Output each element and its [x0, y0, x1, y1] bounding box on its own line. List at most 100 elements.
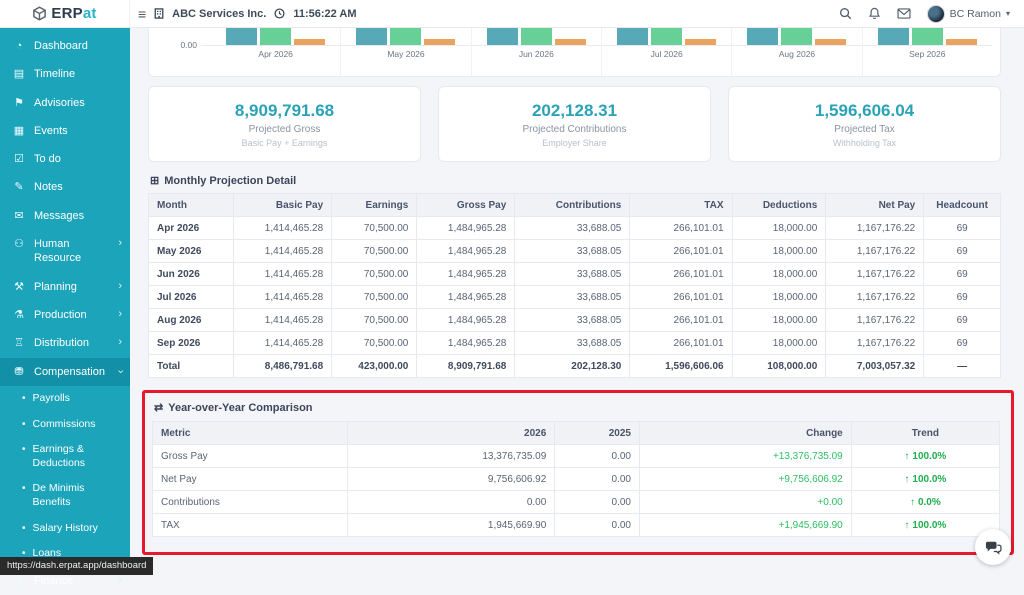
chat-button[interactable]: [975, 529, 1011, 565]
chevron-down-icon: ▾: [1006, 9, 1010, 18]
sidebar-item-todo[interactable]: ☑ To do: [0, 145, 130, 173]
sidebar-item-distribution[interactable]: ♖ Distribution ›: [0, 329, 130, 357]
sidebar-item-events[interactable]: ▦ Events: [0, 117, 130, 145]
cell-deductions: 18,000.00: [732, 309, 826, 332]
sidebar-subitem-label: Payrolls: [33, 392, 70, 406]
user-menu[interactable]: BC Ramon ▾: [927, 5, 1010, 23]
bar-series3[interactable]: [555, 39, 586, 45]
bar-series3[interactable]: [815, 39, 846, 45]
bar-series3[interactable]: [294, 39, 325, 45]
table-row: TAX 1,945,669.90 0.00 +1,945,669.90 ↑100…: [153, 514, 1000, 537]
bullet-icon: •: [22, 482, 26, 495]
table-row: Net Pay 9,756,606.92 0.00 +9,756,606.92 …: [153, 468, 1000, 491]
cell-basic-pay: 1,414,465.28: [234, 217, 332, 240]
col-header-2026[interactable]: 2026: [347, 422, 555, 445]
cell-metric: Net Pay: [153, 468, 348, 491]
bullet-icon: •: [22, 522, 26, 535]
cell-net-pay: 1,167,176.22: [826, 309, 924, 332]
cell-deductions: 18,000.00: [732, 286, 826, 309]
col-header-deductions[interactable]: Deductions: [732, 194, 826, 217]
bullet-icon: •: [22, 418, 26, 431]
bar-series1[interactable]: [878, 28, 909, 45]
bar-series1[interactable]: [226, 28, 257, 45]
sidebar-item-label: Finance: [34, 574, 110, 588]
bar-series3[interactable]: [685, 39, 716, 45]
sidebar-subitem-salary-history[interactable]: • Salary History: [0, 516, 130, 542]
cell-gross-pay: 1,484,965.28: [417, 263, 515, 286]
bar-series2[interactable]: [912, 28, 943, 45]
cell-tax: 266,101.01: [630, 309, 732, 332]
cell-headcount: 69: [924, 286, 1001, 309]
cell-deductions: 18,000.00: [732, 240, 826, 263]
col-header-net-pay[interactable]: Net Pay: [826, 194, 924, 217]
bar-group-aug: Aug 2026: [731, 28, 861, 76]
cell-month: Apr 2026: [149, 217, 234, 240]
bar-series1[interactable]: [487, 28, 518, 45]
table-header-row: Month Basic Pay Earnings Gross Pay Contr…: [149, 194, 1001, 217]
search-icon[interactable]: [839, 7, 852, 20]
sidebar-subitem-earnings-deductions[interactable]: • Earnings & Deductions: [0, 437, 130, 476]
sidebar-item-messages[interactable]: ✉ Messages: [0, 202, 130, 230]
col-header-month[interactable]: Month: [149, 194, 234, 217]
card-sublabel: Withholding Tax: [833, 138, 896, 148]
sidebar-item-timeline[interactable]: ▤ Timeline: [0, 60, 130, 88]
sidebar-item-human-resource[interactable]: ⚇ Human Resource ›: [0, 230, 130, 273]
bar-series2[interactable]: [390, 28, 421, 45]
sidebar-item-compensation[interactable]: ⛃ Compensation ›: [0, 358, 130, 386]
col-header-basic-pay[interactable]: Basic Pay: [234, 194, 332, 217]
bar-series2[interactable]: [781, 28, 812, 45]
col-header-trend[interactable]: Trend: [851, 422, 999, 445]
yoy-table: Metric 2026 2025 Change Trend Gross Pay …: [152, 421, 1000, 537]
bar-series1[interactable]: [617, 28, 648, 45]
bar-group-may: May 2026: [340, 28, 470, 76]
x-axis-label: Apr 2026: [211, 49, 340, 59]
col-header-earnings[interactable]: Earnings: [332, 194, 417, 217]
sidebar-subitem-payrolls[interactable]: • Payrolls: [0, 386, 130, 412]
col-header-2025[interactable]: 2025: [555, 422, 640, 445]
notifications-bell-icon[interactable]: [868, 7, 881, 20]
sidebar-subitem-commissions[interactable]: • Commissions: [0, 412, 130, 438]
cell-earnings: 70,500.00: [332, 286, 417, 309]
sidebar-subitem-label: Commissions: [33, 418, 96, 432]
company-name[interactable]: ABC Services Inc.: [172, 8, 266, 20]
x-axis-label: May 2026: [341, 49, 470, 59]
cell-net-pay: 1,167,176.22: [826, 263, 924, 286]
dashboard-icon: ◔: [12, 39, 26, 53]
col-header-gross-pay[interactable]: Gross Pay: [417, 194, 515, 217]
sidebar-toggle-icon[interactable]: ≡: [138, 7, 146, 21]
bar-series1[interactable]: [356, 28, 387, 45]
arrow-up-icon: ↑: [910, 497, 915, 508]
distribution-bank-icon: ♖: [12, 336, 26, 350]
col-header-metric[interactable]: Metric: [153, 422, 348, 445]
cell-total-deductions: 108,000.00: [732, 355, 826, 378]
col-header-change[interactable]: Change: [639, 422, 851, 445]
cell-basic-pay: 1,414,465.28: [234, 309, 332, 332]
sidebar-subitem-de-minimis-benefits[interactable]: • De Minimis Benefits: [0, 476, 130, 515]
col-header-headcount[interactable]: Headcount: [924, 194, 1001, 217]
cell-2026: 9,756,606.92: [347, 468, 555, 491]
col-header-tax[interactable]: TAX: [630, 194, 732, 217]
col-header-contributions[interactable]: Contributions: [515, 194, 630, 217]
table-row: Jul 2026 1,414,465.28 70,500.00 1,484,96…: [149, 286, 1001, 309]
sidebar-item-dashboard[interactable]: ◔ Dashboard: [0, 32, 130, 60]
mail-icon[interactable]: [897, 8, 911, 19]
bullet-icon: •: [22, 392, 26, 405]
bar-series3[interactable]: [424, 39, 455, 45]
app-logo[interactable]: ERPat: [0, 0, 130, 27]
bar-series2[interactable]: [651, 28, 682, 45]
bar-series3[interactable]: [946, 39, 977, 45]
bar-series2[interactable]: [521, 28, 552, 45]
cell-total-contributions: 202,128.30: [515, 355, 630, 378]
sidebar-item-label: Notes: [34, 180, 122, 194]
bar-group-jun: Jun 2026: [471, 28, 601, 76]
sidebar-item-planning[interactable]: ⚒ Planning ›: [0, 273, 130, 301]
bar-series2[interactable]: [260, 28, 291, 45]
sidebar-item-notes[interactable]: ✎ Notes: [0, 173, 130, 201]
bar-series1[interactable]: [747, 28, 778, 45]
cell-deductions: 18,000.00: [732, 263, 826, 286]
todo-check-icon: ☑: [12, 152, 26, 166]
sidebar-item-advisories[interactable]: ⚑ Advisories: [0, 89, 130, 117]
main-content: 0.00 Apr 2026 May 2026 Jun 2026 Jul 2026…: [130, 28, 1024, 575]
table-grid-icon: ⊞: [150, 174, 159, 187]
sidebar-item-production[interactable]: ⚗ Production ›: [0, 301, 130, 329]
